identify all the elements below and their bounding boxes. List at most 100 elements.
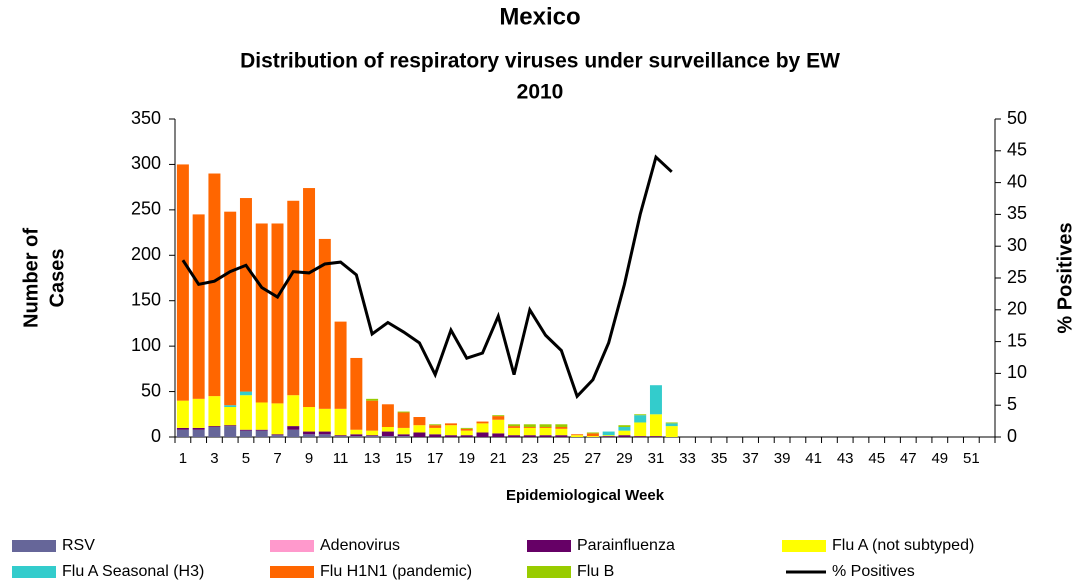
legend-label: % Positives	[832, 563, 915, 580]
y2-tick-label: 30	[1007, 235, 1027, 255]
bar-segment	[334, 436, 347, 437]
chart-subtitle: Distribution of respiratory viruses unde…	[240, 50, 840, 73]
chart-title: Mexico	[499, 3, 580, 30]
y-tick-label: 0	[151, 426, 161, 446]
bar-segment	[523, 427, 536, 428]
bar-segment	[508, 426, 521, 428]
bar-segment	[634, 422, 647, 437]
y-tick-label: 100	[131, 335, 161, 355]
y2-tick-label: 40	[1007, 171, 1027, 191]
x-tick-label: 5	[242, 450, 250, 467]
legend-swatch	[270, 540, 314, 552]
legend-label: Flu H1N1 (pandemic)	[320, 563, 472, 580]
bar-segment	[413, 432, 426, 437]
bar-segment	[350, 434, 363, 437]
bar-segment	[224, 405, 237, 408]
bar-segment	[271, 223, 284, 404]
bar-segment	[334, 408, 347, 436]
y-axis-label: Cases	[46, 249, 68, 308]
y2-tick-label: 25	[1007, 267, 1027, 287]
chart-subtitle: 2010	[517, 81, 564, 104]
bar-segment	[192, 429, 205, 437]
bar-segment	[366, 436, 379, 437]
bar-segment	[555, 435, 568, 437]
bar-segment	[397, 427, 410, 435]
legend-label: Parainfluenza	[577, 537, 675, 554]
x-tick-label: 33	[679, 450, 696, 467]
x-tick-label: 9	[305, 450, 313, 467]
bar-segment	[571, 435, 584, 437]
bar-segment	[287, 395, 300, 427]
x-tick-label: 19	[458, 450, 475, 467]
bar-segment	[366, 430, 379, 436]
bar-segment	[271, 435, 284, 437]
bar-segment	[649, 385, 662, 415]
bar-segment	[303, 407, 316, 432]
bar-segment	[523, 435, 536, 437]
legend-label: Adenovirus	[320, 537, 400, 554]
bar-segment	[429, 424, 442, 426]
bar-segment	[192, 214, 205, 399]
bar-segment	[287, 429, 300, 437]
bar-segment	[602, 435, 615, 437]
bar-segment	[208, 426, 221, 428]
bar-segment	[539, 435, 552, 437]
y-tick-label: 150	[131, 289, 161, 309]
x-tick-label: 37	[742, 450, 759, 467]
bar-segment	[208, 396, 221, 427]
bar-segment	[476, 421, 489, 424]
bar-segment	[508, 427, 521, 436]
bar-segment	[618, 435, 631, 437]
bar-segment	[303, 431, 316, 435]
bar-segment	[318, 434, 331, 437]
x-tick-label: 27	[585, 450, 602, 467]
x-tick-label: 21	[490, 450, 507, 467]
bar-segment	[634, 436, 647, 437]
x-tick-label: 3	[210, 450, 218, 467]
bar-segment	[460, 435, 473, 437]
bar-segment	[444, 423, 457, 426]
bar-segment	[208, 427, 221, 437]
bar-segment	[239, 391, 252, 396]
bar-segment	[255, 429, 268, 431]
bar-segment	[665, 426, 678, 437]
bar-segment	[381, 436, 394, 437]
bar-segment	[318, 238, 331, 409]
bar-segment	[539, 427, 552, 436]
bar-segment	[523, 424, 536, 428]
bar-segment	[239, 429, 252, 431]
bar-segment	[318, 408, 331, 432]
bar-segment	[397, 434, 410, 437]
bar-segment	[444, 425, 457, 436]
bar-segment	[239, 198, 252, 392]
y2-tick-label: 35	[1007, 203, 1027, 223]
y2-tick-label: 20	[1007, 299, 1027, 319]
bar-segment	[366, 398, 379, 401]
bar-segment	[618, 425, 631, 428]
bar-segment	[271, 434, 284, 436]
x-tick-label: 7	[273, 450, 281, 467]
bar-segment	[381, 404, 394, 428]
x-tick-label: 25	[553, 450, 570, 467]
bar-segment	[586, 436, 599, 437]
x-tick-label: 11	[333, 450, 349, 467]
bar-segment	[618, 430, 631, 436]
bar-segment	[586, 432, 599, 434]
bar-segment	[571, 434, 584, 436]
bar-segment	[224, 425, 237, 427]
x-tick-label: 15	[395, 450, 412, 467]
bar-segment	[192, 427, 205, 430]
bar-segment	[224, 211, 237, 406]
bar-segment	[460, 428, 473, 431]
bar-segment	[224, 407, 237, 426]
bar-segment	[303, 188, 316, 408]
bar-segment	[492, 433, 505, 437]
bar-segment	[492, 419, 505, 434]
x-tick-label: 17	[427, 450, 444, 467]
bar-segment	[460, 430, 473, 436]
x-tick-label: 35	[711, 450, 728, 467]
bar-segment	[350, 436, 363, 437]
y2-tick-label: 15	[1007, 330, 1027, 350]
bar-segment	[460, 427, 473, 429]
bar-segment	[239, 395, 252, 430]
